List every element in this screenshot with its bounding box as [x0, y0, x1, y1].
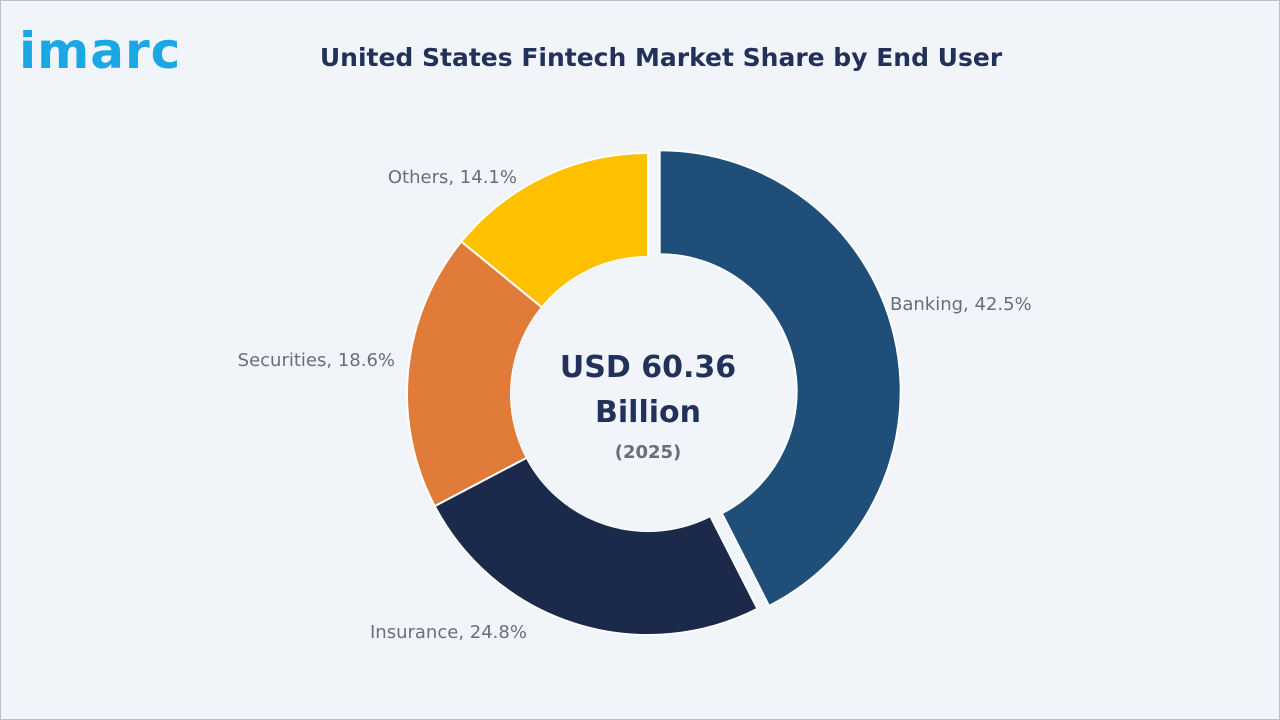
imarc-logo: imarc — [19, 23, 209, 83]
slice-label-banking: Banking, 42.5% — [890, 294, 1032, 315]
donut-hole — [511, 257, 785, 531]
center-value-line1: USD 60.36 — [560, 350, 736, 385]
slice-label-insurance: Insurance, 24.8% — [370, 622, 527, 643]
slice-banking — [658, 149, 902, 608]
center-year: (2025) — [615, 442, 682, 463]
chart-title: United States Fintech Market Share by En… — [319, 43, 1003, 72]
donut-slices — [406, 149, 902, 636]
slice-label-others: Others, 14.1% — [388, 167, 517, 188]
center-value-line2: Billion — [595, 395, 701, 430]
slice-labels: Banking, 42.5% Insurance, 24.8% Securities… — [238, 167, 1032, 643]
slice-label-securities: Securities, 18.6% — [238, 350, 395, 371]
logo-text: imarc — [19, 22, 182, 80]
